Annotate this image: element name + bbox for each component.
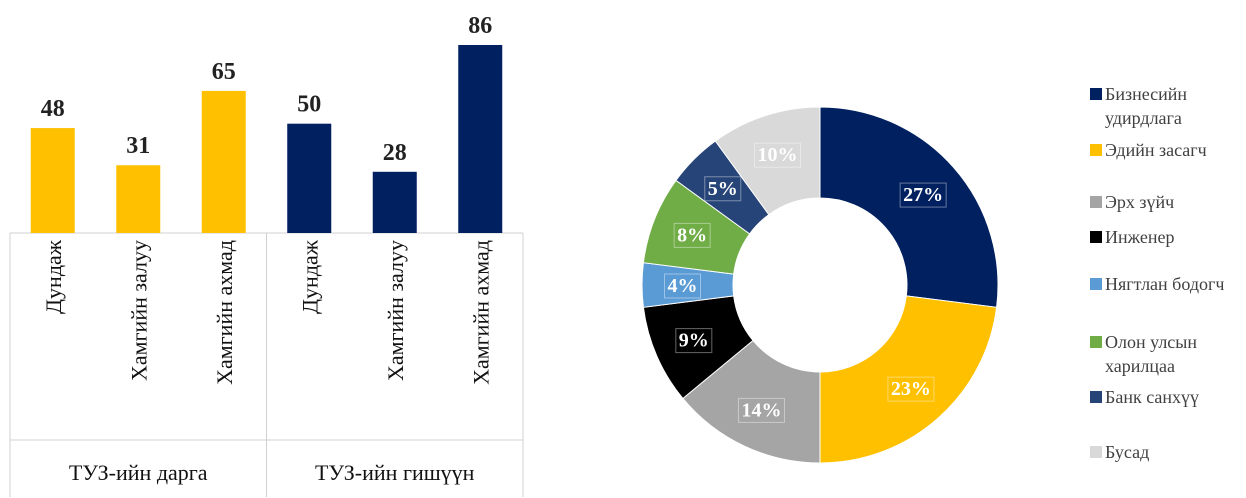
x-tick-label: Хамгийн ахмад — [468, 240, 493, 385]
value-label: 23% — [891, 378, 931, 400]
legend-label: Бусад — [1105, 442, 1150, 462]
legend-item: Олон улсын харилцаа — [1090, 330, 1240, 378]
x-tick-label: Хамгийн ахмад — [212, 240, 237, 385]
value-label: 48 — [41, 96, 65, 122]
value-label: 5% — [708, 178, 738, 200]
bar — [287, 123, 332, 233]
value-label: 10% — [758, 144, 798, 166]
legend-swatch — [1090, 231, 1102, 243]
legend-swatch — [1090, 278, 1102, 290]
legend-swatch — [1090, 446, 1102, 458]
group-label: ТУЗ-ийн гишүүн — [315, 460, 475, 485]
bar — [30, 128, 75, 233]
legend-label: Бизнесийн удирдлага — [1105, 84, 1188, 128]
legend-label: Олон улсын харилцаа — [1105, 332, 1198, 376]
legend-label: Эрх зүйч — [1105, 192, 1175, 212]
legend-swatch — [1090, 88, 1102, 100]
x-tick-label: Хамгийн залуу — [126, 240, 151, 381]
legend-label: Инженер — [1105, 227, 1175, 247]
legend-swatch — [1090, 196, 1102, 208]
legend-item: Эдийн засагч — [1090, 138, 1240, 162]
legend-item: Эрх зүйч — [1090, 190, 1240, 214]
bar — [372, 171, 417, 233]
value-label-bg — [737, 397, 785, 423]
value-label-bg — [887, 376, 935, 402]
value-label-bg — [704, 176, 742, 202]
value-label-bg — [664, 273, 701, 299]
legend-label: Банк санхүү — [1105, 387, 1200, 407]
x-tick-label: Дундаж — [297, 239, 322, 314]
value-label: 27% — [903, 184, 943, 206]
legend-swatch — [1090, 144, 1102, 156]
bar — [458, 45, 503, 233]
x-tick-label: Дундаж — [41, 239, 66, 314]
legend-item: Инженер — [1090, 225, 1240, 249]
value-label-bg — [675, 328, 713, 354]
legend-item: Бусад — [1090, 440, 1240, 464]
legend-swatch — [1090, 391, 1102, 403]
legend-swatch — [1090, 336, 1102, 348]
value-label: 28 — [383, 140, 407, 166]
value-label: 4% — [668, 275, 698, 297]
value-label: 14% — [741, 399, 781, 421]
legend-item: Нягтлан бодогч — [1090, 272, 1240, 296]
value-label: 65 — [212, 59, 236, 85]
legend-label: Эдийн засагч — [1105, 140, 1207, 160]
value-label: 50 — [297, 92, 321, 118]
donut-segment — [819, 106, 999, 308]
legend-item: Бизнесийн удирдлага — [1090, 82, 1240, 130]
x-tick-label: Хамгийн залуу — [383, 240, 408, 381]
bar — [116, 165, 161, 233]
group-label: ТУЗ-ийн дарга — [69, 460, 208, 485]
value-label: 8% — [677, 224, 707, 246]
value-label-bg — [754, 142, 802, 168]
legend-item: Банк санхүү — [1090, 385, 1240, 409]
value-label-bg — [899, 182, 947, 208]
value-label: 31 — [126, 133, 150, 159]
legend-label: Нягтлан бодогч — [1105, 274, 1225, 294]
value-label-bg — [673, 222, 711, 248]
bar — [201, 90, 246, 233]
value-label: 86 — [468, 13, 492, 39]
value-label: 9% — [679, 330, 709, 352]
